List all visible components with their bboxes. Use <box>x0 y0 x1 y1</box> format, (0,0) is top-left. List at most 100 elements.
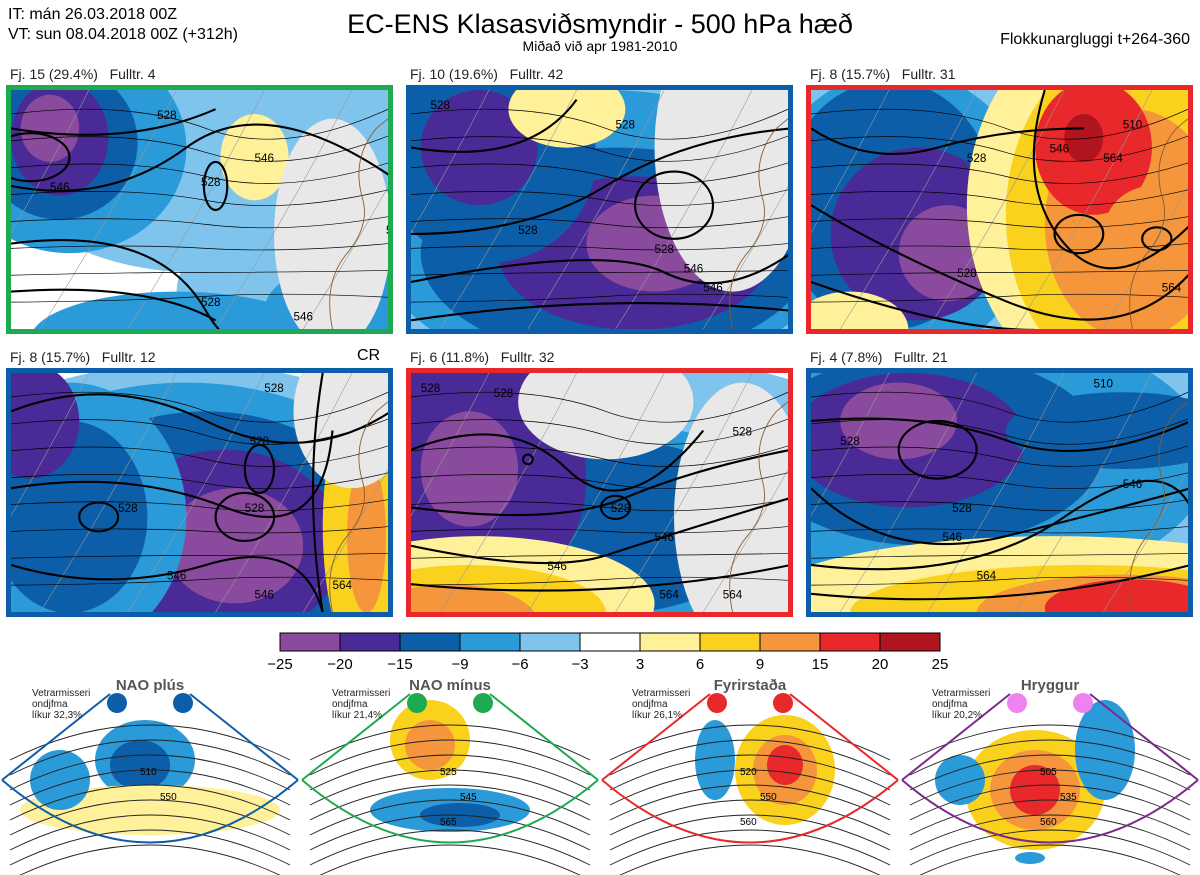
graticule-line <box>11 90 90 234</box>
height-contour-bold <box>811 479 1188 571</box>
closed-contour <box>633 170 715 240</box>
graticule-line <box>927 90 1065 329</box>
regime-contour-label: 560 <box>740 817 757 828</box>
regime-contour <box>309 769 591 806</box>
height-contour-bold <box>411 564 788 592</box>
height-contour <box>11 391 388 423</box>
regime-anomaly <box>110 740 170 790</box>
coastline <box>729 401 788 612</box>
regime-contour <box>609 829 891 866</box>
height-contour-bold <box>811 204 1188 321</box>
height-contour <box>411 270 788 276</box>
graticule-line <box>1102 186 1188 329</box>
coastline <box>729 118 788 329</box>
height-contour <box>11 445 388 467</box>
cluster-map-6: 510 528 546 528 546 564 <box>806 368 1193 617</box>
regime-contour <box>9 754 291 791</box>
height-contour <box>11 293 388 303</box>
closed-contour <box>1053 213 1105 255</box>
colorbar-segment <box>279 632 341 652</box>
contour-label: 546 <box>167 569 186 582</box>
height-contour-bold <box>11 108 217 136</box>
graticule-line <box>302 186 388 329</box>
height-contour-bold <box>811 127 1084 156</box>
closed-contour <box>11 132 71 183</box>
graticule-line <box>127 373 265 612</box>
height-contour <box>811 391 1188 423</box>
regime-contour <box>309 739 591 776</box>
regime-map: 525 545 565 <box>301 693 599 875</box>
height-contour <box>811 216 1188 229</box>
regime-anomaly <box>1075 700 1135 800</box>
closed-contour <box>243 443 276 495</box>
height-contour <box>11 472 388 489</box>
height-contour-bold <box>811 487 1188 546</box>
panel-label-1: Fj. 15 (29.4%) Fulltr. 4 <box>10 66 156 82</box>
height-contour-bold <box>411 302 788 322</box>
height-contour <box>811 189 1188 206</box>
height-contour <box>811 293 1188 303</box>
regime-contour <box>909 799 1191 836</box>
height-contour-bold <box>411 127 788 236</box>
graticule-line <box>1015 90 1153 329</box>
regime-contour <box>9 829 291 866</box>
contour-label: 528 <box>118 502 137 515</box>
regime-name: NAO plús <box>115 677 185 694</box>
regime-frame <box>301 693 599 844</box>
panel-label-3: Fj. 8 (15.7%) Fulltr. 31 <box>810 66 956 82</box>
regime-dot <box>773 693 793 713</box>
regime-anomaly <box>695 720 735 800</box>
height-contour <box>811 445 1188 467</box>
anomaly-area <box>1064 113 1104 162</box>
contour-label: 564 <box>332 579 352 592</box>
contour-label: 528 <box>611 502 630 515</box>
height-contour-bold <box>311 373 324 612</box>
graticule-line <box>839 373 977 612</box>
regime-contour-label: 525 <box>440 767 457 778</box>
contour-label: 546 <box>255 152 274 165</box>
regime-contour <box>309 784 591 821</box>
colorbar-tick: 15 <box>811 656 829 673</box>
contour-label: 564 <box>977 569 997 582</box>
page-title: EC-ENS Klasasviðsmyndir - 500 hPa hæð <box>347 9 853 39</box>
contour-label: 564 <box>386 224 388 237</box>
graticule-line <box>11 373 90 517</box>
cluster-map-1: 528 546 528 546 564 528 546 <box>6 85 393 334</box>
graticule-line <box>527 373 665 612</box>
contour-label: 528 <box>494 387 513 400</box>
anomaly-area <box>411 584 535 612</box>
regime-contour <box>9 799 291 836</box>
contour-label: 510 <box>1094 377 1113 390</box>
height-contour <box>411 499 788 512</box>
regime-contour <box>909 739 1191 776</box>
colorbar-segment <box>339 632 401 652</box>
regime-anomaly <box>405 720 455 770</box>
regime-anomaly <box>30 750 90 810</box>
regime-contour <box>9 739 291 776</box>
regime-contour <box>309 754 591 791</box>
cr-tag: CR <box>357 347 381 364</box>
regime-contour <box>909 754 1191 791</box>
regime-map: 510 550 <box>1 693 299 875</box>
regime-anomaly <box>767 745 803 785</box>
regime-contour <box>909 769 1191 806</box>
anomaly-area <box>420 411 519 527</box>
contour-label: 546 <box>547 560 566 573</box>
closed-contour <box>599 494 632 520</box>
colorbar-tick: −3 <box>571 656 589 673</box>
height-contour <box>811 576 1188 586</box>
graticule-line <box>215 373 353 612</box>
height-contour <box>411 418 788 445</box>
contour-label: 528 <box>201 176 220 189</box>
regime-map: 505 535 560 <box>901 693 1199 875</box>
colorbar-segment <box>699 632 761 652</box>
contour-label: 528 <box>616 118 635 131</box>
contour-label: 546 <box>1050 142 1069 155</box>
regime-dot <box>107 693 127 713</box>
graticule-line <box>702 186 788 329</box>
colorbar-segment <box>459 632 521 652</box>
height-contour <box>411 162 788 184</box>
regime-contour <box>609 739 891 776</box>
regime-frame <box>1 693 299 844</box>
contour-label: 546 <box>684 262 703 275</box>
